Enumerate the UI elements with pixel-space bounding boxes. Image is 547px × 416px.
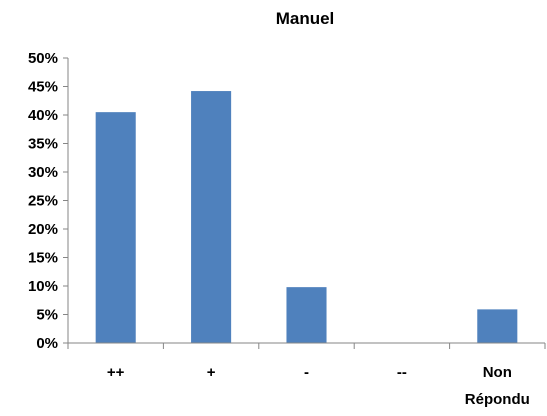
x-tick-label: -- xyxy=(397,364,407,381)
y-tick-label: 30% xyxy=(28,164,58,181)
bar-1 xyxy=(191,91,232,343)
y-tick-label: 15% xyxy=(28,250,58,267)
bar-2 xyxy=(286,287,327,343)
y-tick-label: 10% xyxy=(28,278,58,295)
x-axis: ++ + - -- Non Répondu xyxy=(67,342,546,408)
y-tick-label: 35% xyxy=(28,136,58,153)
x-tick-label: - xyxy=(304,364,309,381)
y-tick-label: 45% xyxy=(28,79,58,96)
y-tick-label: 0% xyxy=(36,335,58,352)
x-tick-label: + xyxy=(207,364,216,381)
x-tick-label: ++ xyxy=(107,364,125,381)
y-tick-label: 25% xyxy=(28,193,58,210)
x-tick-label: Non Répondu xyxy=(465,364,530,408)
bar-4 xyxy=(477,309,518,343)
y-tick-label: 40% xyxy=(28,107,58,124)
y-tick-label: 20% xyxy=(28,221,58,238)
bars xyxy=(95,91,518,344)
y-axis: 0% 5% 10% 15% 20% 25% 30% 35% 40% 45% 50% xyxy=(28,50,69,352)
bar-0 xyxy=(95,112,136,344)
chart-title: Manuel xyxy=(276,9,335,28)
y-tick-label: 5% xyxy=(36,307,58,324)
y-tick-label: 50% xyxy=(28,50,58,67)
